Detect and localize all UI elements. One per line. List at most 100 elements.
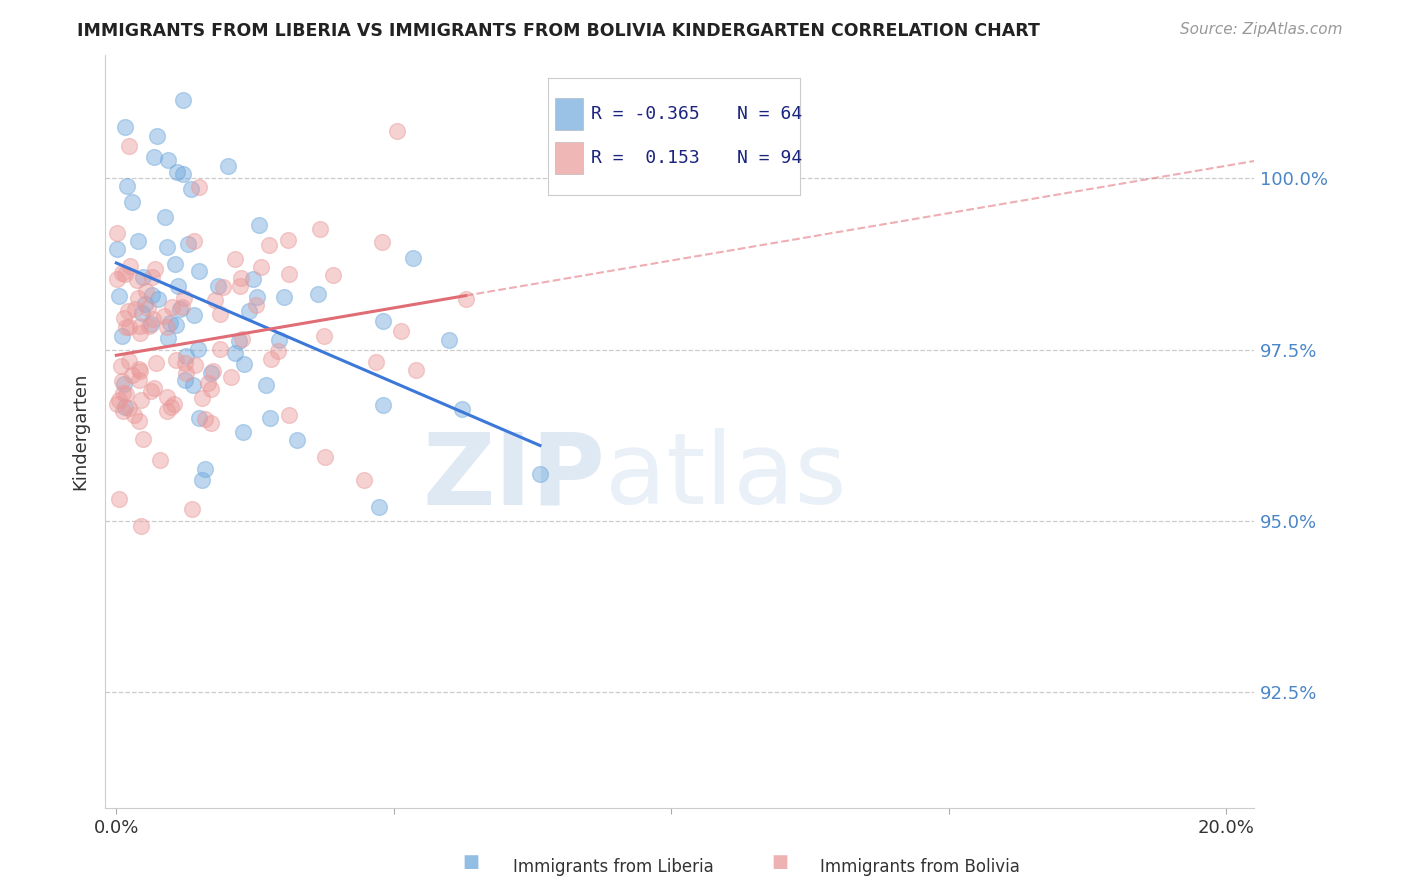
Point [122, 408, 145, 422]
Point [207, 279, 229, 293]
Point [224, 346, 246, 360]
Point [254, 378, 277, 392]
Point [141, 288, 163, 302]
Text: Source: ZipAtlas.com: Source: ZipAtlas.com [1180, 22, 1343, 37]
Point [142, 312, 165, 326]
Text: ■: ■ [463, 853, 479, 871]
Point [188, 179, 211, 194]
Point [111, 374, 134, 388]
Point [134, 297, 156, 311]
Point [111, 329, 134, 343]
Point [246, 290, 269, 304]
Point [165, 353, 187, 368]
Point [129, 519, 152, 533]
Point [127, 234, 149, 248]
Point [110, 359, 132, 374]
Point [190, 391, 212, 405]
Point [162, 301, 184, 315]
Point [364, 354, 387, 368]
Point [217, 159, 239, 173]
Point [212, 280, 235, 294]
Point [387, 124, 409, 138]
Point [114, 267, 136, 281]
Y-axis label: Kindergarten: Kindergarten [72, 373, 89, 491]
Point [173, 373, 195, 387]
Point [165, 318, 187, 332]
Point [118, 320, 141, 334]
Point [114, 120, 136, 135]
Point [105, 243, 128, 257]
Point [187, 264, 209, 278]
Point [128, 319, 150, 334]
Point [371, 314, 394, 328]
Point [157, 153, 180, 167]
Point [105, 272, 128, 286]
Point [238, 304, 260, 318]
Point [314, 450, 336, 464]
Point [250, 260, 273, 274]
Point [153, 210, 176, 224]
Point [105, 227, 128, 241]
Point [277, 267, 299, 281]
Point [141, 269, 163, 284]
Point [112, 310, 135, 325]
Point [180, 502, 202, 516]
Point [371, 235, 394, 249]
Point [121, 195, 143, 210]
Point [111, 404, 134, 418]
Point [389, 324, 412, 338]
Point [114, 401, 136, 415]
Point [118, 259, 141, 273]
Point [219, 370, 242, 384]
Point [128, 373, 150, 387]
Point [132, 432, 155, 446]
Point [257, 238, 280, 252]
Point [437, 333, 460, 347]
Point [322, 268, 344, 282]
Point [232, 425, 254, 439]
Point [115, 320, 138, 334]
Point [187, 411, 209, 425]
Point [183, 234, 205, 248]
Point [174, 356, 197, 370]
Point [149, 452, 172, 467]
Point [111, 266, 134, 280]
Point [191, 473, 214, 487]
Point [166, 165, 188, 179]
Text: ZIP: ZIP [422, 428, 605, 525]
Point [371, 398, 394, 412]
Point [127, 291, 149, 305]
Point [156, 240, 179, 254]
Point [229, 270, 252, 285]
Point [143, 262, 166, 277]
Point [139, 384, 162, 398]
Point [139, 317, 162, 331]
Point [138, 301, 160, 316]
Point [146, 292, 169, 306]
Point [143, 150, 166, 164]
Point [260, 351, 283, 366]
Point [156, 320, 179, 334]
Point [176, 367, 198, 381]
Point [112, 377, 135, 392]
Point [105, 397, 128, 411]
Point [145, 356, 167, 370]
Point [159, 317, 181, 331]
Point [156, 331, 179, 345]
Point [156, 390, 179, 404]
Point [247, 218, 270, 232]
Point [169, 302, 191, 317]
Point [146, 128, 169, 143]
Point [285, 433, 308, 447]
Point [200, 382, 222, 396]
Point [159, 400, 181, 414]
Point [117, 401, 139, 416]
Point [163, 397, 186, 411]
Point [314, 329, 336, 343]
Point [200, 416, 222, 430]
Point [259, 411, 281, 425]
Point [242, 272, 264, 286]
Point [108, 392, 131, 407]
Text: Immigrants from Bolivia: Immigrants from Bolivia [820, 858, 1019, 876]
Point [187, 342, 209, 356]
